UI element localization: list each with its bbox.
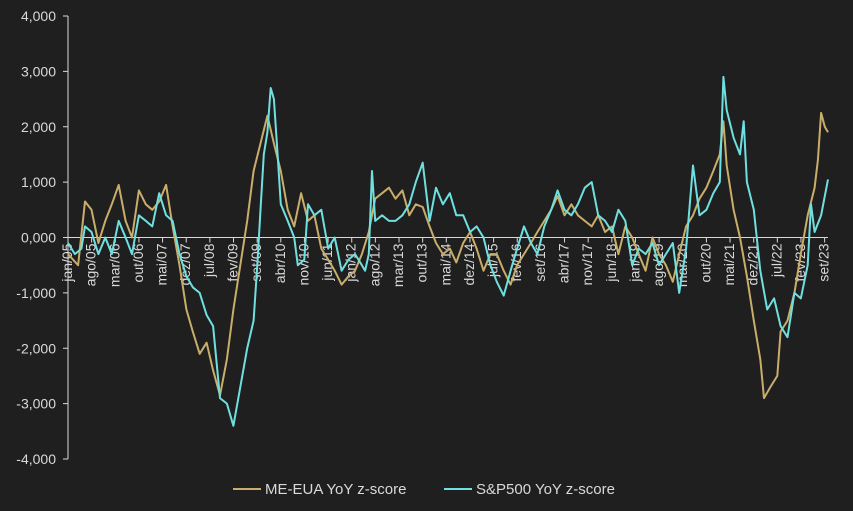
y-tick-label: 3,000 (21, 63, 56, 79)
x-tick-label: fev/16 (508, 243, 524, 281)
x-tick-label: jan/05 (59, 243, 75, 282)
y-tick-label: 2,000 (21, 119, 56, 135)
x-tick-label: out/20 (697, 243, 713, 282)
y-tick-label: 4,000 (21, 8, 56, 24)
x-tick-label: dez/21 (745, 243, 761, 285)
x-tick-label: jul/22 (768, 243, 784, 278)
x-tick-label: jan/12 (343, 243, 359, 282)
x-tick-label: dez/14 (461, 243, 477, 285)
x-tick-label: mai/07 (154, 243, 170, 285)
legend: ME-EUA YoY z-score S&P500 YoY z-score (233, 481, 615, 498)
x-tick-label: jul/08 (201, 243, 217, 278)
series-line-sp500 (67, 75, 829, 427)
legend-label: ME-EUA YoY z-score (265, 481, 406, 498)
series-layer (67, 75, 829, 427)
y-tick-label: 1,000 (21, 174, 56, 190)
y-tick-label: -3,000 (16, 396, 56, 412)
x-tick-label: out/13 (414, 243, 430, 282)
y-axis: 4,000 3,000 2,000 1,000 0,000 -1,000 -2,000 -3,… (16, 8, 69, 467)
x-tick-label: nov/10 (295, 243, 311, 285)
x-tick-label: ago/12 (366, 243, 382, 286)
x-tick-label: set/09 (248, 243, 264, 281)
legend-label: S&P500 YoY z-score (476, 481, 615, 498)
x-tick-label: mar/06 (106, 243, 122, 287)
x-tick-label: abr/10 (272, 243, 288, 283)
x-tick-label: jun/18 (603, 243, 619, 282)
x-tick-label: set/23 (816, 243, 832, 281)
x-tick-label: out/06 (130, 243, 146, 282)
x-tick-label: fev/09 (224, 243, 240, 281)
x-tick-label: nov/17 (579, 243, 595, 285)
x-tick-label: abr/17 (556, 243, 572, 283)
x-tick-label: mar/13 (390, 243, 406, 287)
x-tick-label: mai/14 (437, 243, 453, 285)
y-tick-label: -2,000 (16, 340, 56, 356)
y-tick-label: 0,000 (21, 230, 56, 246)
x-tick-label: mai/21 (721, 243, 737, 285)
x-tick-label: jul/15 (485, 243, 501, 278)
x-tick-label: ago/05 (83, 243, 99, 286)
y-tick-label: -1,000 (16, 285, 56, 301)
y-tick-label: -4,000 (16, 451, 56, 467)
